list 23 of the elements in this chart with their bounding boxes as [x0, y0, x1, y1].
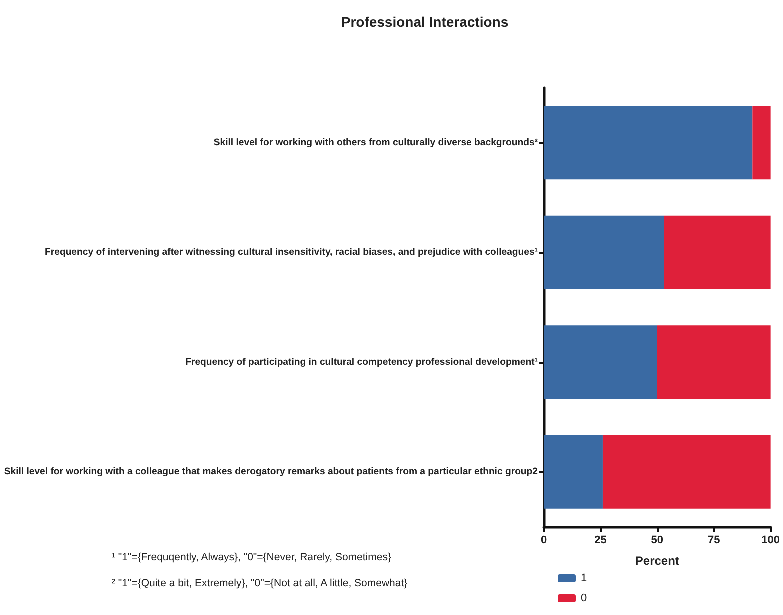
bar: [664, 216, 771, 290]
text: ¹ "1"={Frequqently, Always}, "0"={Never, Rarely, Sometimes}: [112, 552, 392, 564]
bar: [752, 106, 771, 180]
y-tick-label: Skill level for working with others from culturally diverse backgrounds²: [214, 137, 538, 148]
x-tick-label: 75: [708, 534, 720, 546]
bar: [544, 106, 753, 180]
text: Professional Interactions: [341, 14, 509, 30]
text: ² "1"={Quite a bit, Extremely}, "0"={Not at all, A little, Somewhat}: [112, 578, 408, 590]
bar: [544, 326, 658, 400]
legend-label: 0: [581, 592, 588, 604]
bar: [602, 435, 771, 509]
x-axis-title: Percent: [635, 554, 680, 568]
bar: [544, 435, 603, 509]
y-tick-label: Skill level for working with a colleague that makes derogatory remarks about patients from a particular ethnic group2: [4, 466, 538, 478]
bar: [657, 326, 771, 400]
y-tick-label: Frequency of intervening after witnessing cultural insensitivity, racial biases, and prejudice with colleagues¹: [45, 247, 538, 258]
x-tick-label: 50: [651, 534, 664, 546]
bar: [544, 216, 664, 290]
x-tick-label: 100: [762, 534, 780, 546]
x-tick-label: 25: [594, 534, 607, 546]
x-tick-label: 0: [540, 534, 548, 546]
y-tick-label: Frequency of participating in cultural competency professional development¹: [186, 356, 538, 368]
legend-label: 1: [581, 572, 588, 584]
